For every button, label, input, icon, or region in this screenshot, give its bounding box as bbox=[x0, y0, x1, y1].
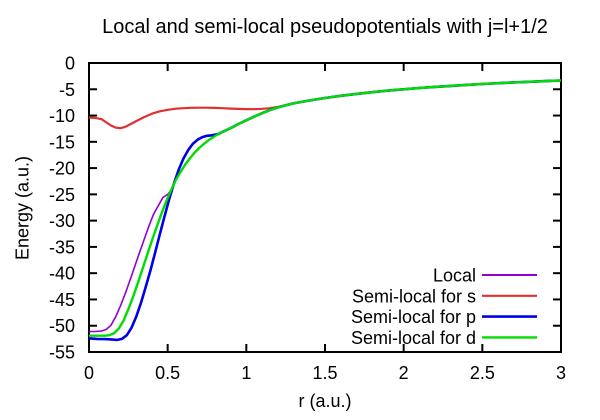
legend-label: Semi-local for p bbox=[351, 307, 476, 327]
series-line-semi-local-for-s bbox=[88, 79, 562, 130]
y-tick-label: -25 bbox=[49, 185, 75, 205]
legend-label: Local bbox=[433, 266, 476, 286]
x-tick-label: 0 bbox=[84, 363, 94, 383]
x-tick-label: 2.5 bbox=[470, 363, 495, 383]
y-tick-label: 0 bbox=[65, 54, 75, 74]
x-tick-label: 3 bbox=[556, 363, 566, 383]
x-tick-label: 2 bbox=[399, 363, 409, 383]
y-tick-label: -45 bbox=[49, 290, 75, 310]
x-tick-label: 1.5 bbox=[312, 363, 337, 383]
legend-label: Semi-local for s bbox=[352, 286, 476, 306]
series-line-local bbox=[89, 79, 562, 333]
y-tick-label: -50 bbox=[49, 316, 75, 336]
y-tick-label: -30 bbox=[49, 211, 75, 231]
y-tick-label: -10 bbox=[49, 106, 75, 126]
x-tick-label: 1 bbox=[241, 363, 251, 383]
x-tick-label: 0.5 bbox=[155, 363, 180, 383]
legend-label: Semi-local for d bbox=[351, 328, 476, 348]
y-tick-label: -20 bbox=[49, 159, 75, 179]
chart-title: Local and semi-local pseudopotentials wi… bbox=[102, 16, 548, 38]
series-line-semi-local-for-d bbox=[89, 79, 562, 337]
series-line-semi-local-for-p bbox=[88, 79, 562, 342]
x-axis-label: r (a.u.) bbox=[298, 391, 352, 411]
y-tick-label: -35 bbox=[49, 237, 75, 257]
y-tick-label: -40 bbox=[49, 264, 75, 284]
y-tick-label: -5 bbox=[59, 80, 75, 100]
y-tick-label: -15 bbox=[49, 132, 75, 152]
y-tick-label: -55 bbox=[49, 343, 75, 363]
plot-border bbox=[88, 62, 562, 353]
